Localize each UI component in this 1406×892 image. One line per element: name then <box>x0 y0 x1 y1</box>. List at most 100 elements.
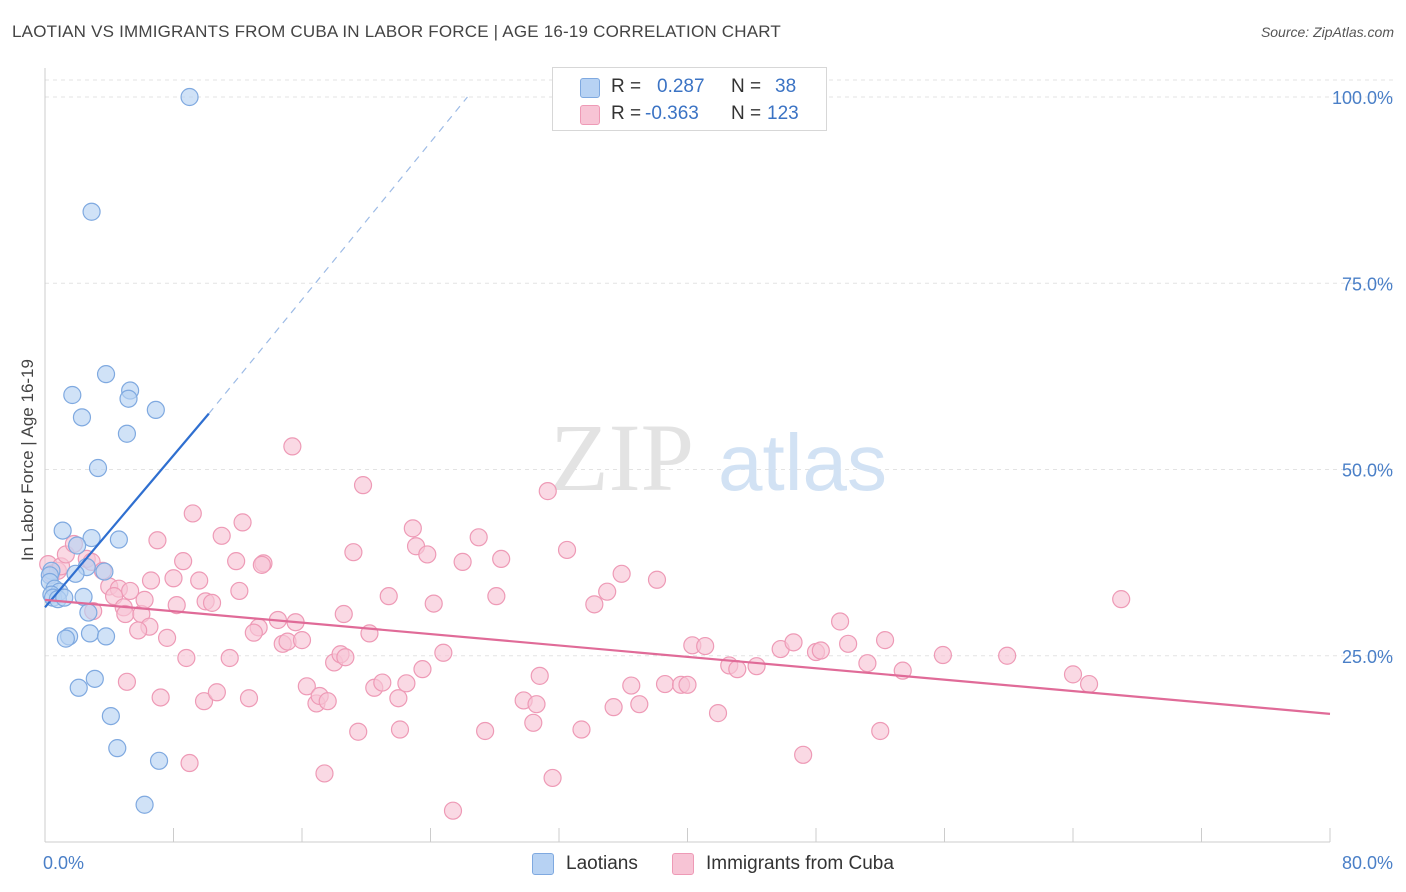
cuba-point <box>443 801 463 820</box>
cuba-point <box>728 660 747 679</box>
cuba-trendline <box>44 598 1331 715</box>
cuba-point <box>413 660 432 679</box>
legend-n-label: N = <box>731 76 762 97</box>
cuba-point <box>397 674 416 693</box>
cuba-point <box>875 631 895 650</box>
y-tick-label: 50.0% <box>1342 461 1393 481</box>
cuba-point <box>252 555 271 574</box>
cuba-point <box>167 595 186 615</box>
laotian-point <box>96 627 116 646</box>
cuba-swatch <box>580 105 600 125</box>
laotian-point <box>146 400 165 419</box>
cuba-point <box>492 549 511 569</box>
laotian-point <box>135 795 154 814</box>
cuba-point <box>315 764 334 783</box>
cuba-point <box>389 689 408 708</box>
cuba-legend-label: Immigrants from Cuba <box>706 853 894 874</box>
y-tick-label: 75.0% <box>1342 274 1393 294</box>
laotian-point <box>101 706 120 726</box>
cuba-point <box>527 695 546 714</box>
cuba-point <box>318 692 337 711</box>
cuba-point <box>543 768 562 788</box>
cuba-point <box>141 571 161 590</box>
cuba-point <box>212 526 231 545</box>
cuba-point <box>858 654 877 673</box>
laotian-point <box>85 669 104 688</box>
cuba-point <box>177 648 196 668</box>
legend-r-value: 0.287 <box>657 76 705 97</box>
cuba-point <box>839 634 858 653</box>
cuba-point <box>708 704 728 723</box>
laotian-point <box>95 562 114 581</box>
cuba-point <box>344 543 363 562</box>
laotians-legend-label: Laotians <box>566 853 638 874</box>
chart-title: LAOTIAN VS IMMIGRANTS FROM CUBA IN LABOR… <box>12 22 782 41</box>
cuba-point <box>349 722 368 741</box>
laotian-points <box>40 87 199 814</box>
cuba-point <box>283 437 302 456</box>
legend-n-label: N = <box>731 103 762 124</box>
cuba-point <box>1079 674 1099 694</box>
legend-n-value: 38 <box>775 76 797 97</box>
cuba-point <box>129 621 148 640</box>
laotian-point <box>80 624 100 643</box>
laotian-point <box>82 528 101 548</box>
cuba-point <box>784 633 803 652</box>
cuba-point <box>476 721 495 741</box>
laotian-point <box>53 521 72 540</box>
legend-row-laotians: R = 0.287 N = 38 <box>553 74 826 100</box>
cuba-point <box>696 636 715 656</box>
cuba-point <box>183 504 202 523</box>
cuba-point <box>469 528 488 547</box>
trendlines <box>44 96 1331 715</box>
cuba-point <box>530 666 549 685</box>
legend-r-label: R = <box>611 103 642 124</box>
cuba-point <box>604 698 623 717</box>
cuba-point <box>557 540 577 560</box>
legend-r-value: -0.363 <box>645 103 699 124</box>
laotian-trendline <box>44 412 210 609</box>
cuba-legend-swatch <box>672 853 694 875</box>
cuba-point <box>424 594 443 613</box>
cuba-point <box>353 476 373 495</box>
cuba-point <box>334 604 353 624</box>
grid-lines <box>45 79 1393 657</box>
cuba-point <box>830 612 850 631</box>
cuba-point <box>336 648 355 667</box>
cuba-point <box>230 581 249 601</box>
cuba-point <box>933 645 952 665</box>
cuba-point <box>585 595 604 614</box>
cuba-point <box>135 590 154 609</box>
laotian-point <box>109 530 128 549</box>
cuba-point <box>157 628 177 647</box>
cuba-point <box>194 692 214 711</box>
cuba-point <box>292 631 312 650</box>
laotian-point <box>117 424 137 443</box>
x-tick-label: 0.0% <box>43 853 84 873</box>
laotians-legend-swatch <box>532 853 554 875</box>
laotian-point <box>56 629 75 648</box>
cuba-point <box>434 643 453 662</box>
laotian-point <box>68 536 87 555</box>
cuba-point <box>379 587 398 606</box>
laotian-point <box>180 87 199 107</box>
cuba-point <box>453 552 472 571</box>
cuba-point <box>117 672 137 691</box>
cuba-point <box>202 593 222 612</box>
cuba-point <box>622 676 641 695</box>
laotian-point <box>82 202 101 221</box>
cuba-point <box>655 674 675 694</box>
cuba-point <box>630 695 649 714</box>
y-tick-label: 25.0% <box>1342 647 1393 667</box>
cuba-point <box>174 552 193 571</box>
cuba-point <box>418 545 437 564</box>
cuba-point <box>244 623 263 642</box>
cuba-point <box>233 513 252 532</box>
cuba-point <box>538 482 557 501</box>
cuba-point <box>794 745 813 764</box>
laotian-point <box>119 389 138 408</box>
cuba-point <box>207 683 226 702</box>
cuba-point <box>373 673 392 692</box>
laotian-point <box>88 458 108 478</box>
